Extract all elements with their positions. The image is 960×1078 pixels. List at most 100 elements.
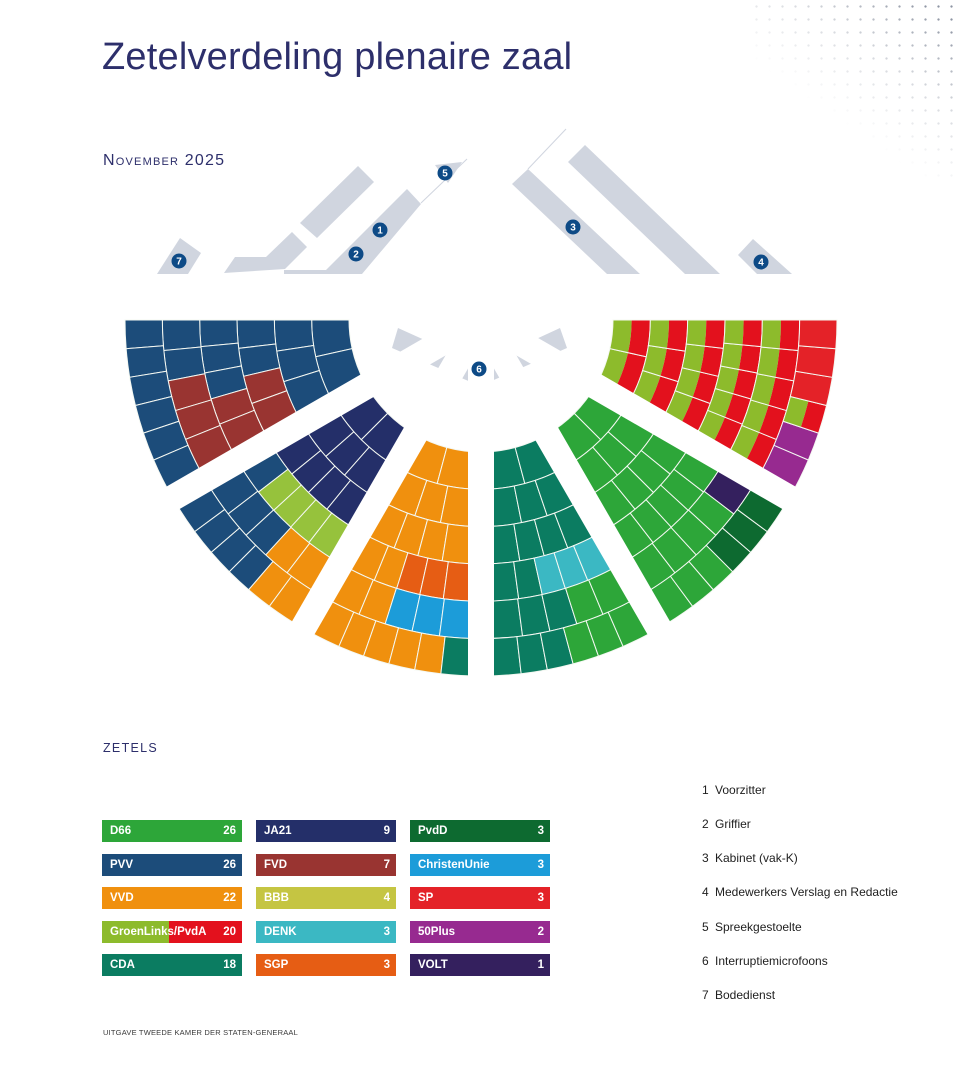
badge-voorzitter: 1 [372,222,388,238]
presidium-desk [322,189,421,274]
party-name: CDA [110,959,135,971]
svg-text:7: 7 [176,257,182,268]
seat-half [720,343,743,370]
seat [236,319,277,349]
party-name: VVD [110,892,134,904]
publisher-footer: UITGAVE TWEEDE KAMER DER STATEN-GENERAAL [103,1028,298,1037]
legend-title: ZETELS [103,741,159,755]
seat [161,319,202,352]
key-number: 2 [702,817,709,832]
aisle [148,308,488,520]
party-name: PvdD [418,825,448,837]
legend-item-denk: DENK 3 [256,920,396,943]
seat-count: 3 [383,925,390,938]
key-item-interruptiemicrofoons: 6 Interruptiemicrofoons [702,954,898,988]
seat-half [757,346,780,378]
seat-count: 20 [223,925,236,938]
key-label: Griffier [715,817,751,832]
party-name: VOLT [418,959,448,971]
key-number: 7 [702,987,709,1002]
badge-interruptiemicrofoons: 6 [471,361,487,377]
seat-half [692,372,719,404]
seat-count: 18 [223,959,236,971]
seat [798,319,838,350]
seat-half [800,401,827,434]
key-label: Bodedienst [715,987,776,1002]
key-label: Spreekgestoelte [715,919,802,934]
floorplan-badges: 1 2 3 4 5 6 7 [171,165,769,377]
svg-text:6: 6 [476,365,482,376]
party-name: 50Plus [418,925,456,938]
seat-count: 4 [383,892,390,904]
legend-item-sgp: SGP 3 [256,954,396,976]
key-number: 5 [702,919,709,934]
badge-spreekgestoelte: 5 [437,165,453,181]
legend-item-fvd: FVD 7 [256,853,396,876]
seat-half [648,320,669,349]
svg-text:4: 4 [758,258,764,269]
seat-count: 26 [223,858,236,871]
seat-count: 26 [223,825,236,837]
seat [794,345,837,378]
lower-strip [284,270,326,274]
seat-count: 9 [383,825,390,837]
legend-item-groenlinks-pvda: GroenLinks/PvdA 20 [102,920,242,943]
date-subtitle: November 2025 [103,152,226,169]
aisle [281,313,493,653]
party-name: SP [418,892,434,904]
party-name: PVV [110,858,134,871]
svg-text:2: 2 [353,250,359,261]
key-number: 4 [702,885,709,900]
key-item-bodedienst: 7 Bodedienst [702,988,898,1022]
decorative-dot-pattern [750,0,960,185]
badge-kabinet: 3 [565,219,581,235]
seat-half [738,344,762,374]
key-item-verslag-redactie: 4 Medewerkers Verslag en Redactie [702,885,898,919]
legend-item-pvv: PVV 26 [102,853,242,876]
seat-count: 1 [537,959,544,971]
legend-item-d66: D66 26 [102,820,242,842]
seat-half [775,348,799,381]
svg-text:5: 5 [442,169,448,180]
seat-half [725,393,752,425]
key-number: 6 [702,953,709,968]
aisles [148,308,814,696]
badge-griffier: 2 [348,246,364,262]
seat-half [761,320,781,349]
seat-half [750,373,776,406]
svg-text:1: 1 [377,226,383,237]
seat-half [682,344,705,373]
seat-count: 3 [537,858,544,871]
key-number: 3 [702,851,709,866]
seat [124,319,164,350]
key-item-voorzitter: 1 Voorzitter [702,783,898,817]
aisle [469,313,681,653]
key-number: 1 [702,783,709,797]
legend-item-pvdd: PvdD 3 [410,820,550,842]
seat-half [704,320,725,349]
seat-half [660,348,686,382]
seat-half [779,320,800,351]
seat-half [715,365,739,394]
party-name: FVD [264,858,287,871]
badge-verslag-redactie: 4 [753,254,769,270]
party-name: BBB [264,892,289,904]
seat-half [628,320,651,357]
legend-item-christenunie: ChristenUnie 3 [410,853,550,876]
key-item-griffier: 2 Griffier [702,817,898,851]
legend-item-50plus: 50Plus 2 [410,920,550,943]
lower-left-desk [224,232,307,273]
key-item-kabinet: 3 Kabinet (vak-K) [702,851,898,885]
key-label: Voorzitter [715,783,766,797]
party-name: ChristenUnie [418,858,490,871]
seat-block-1 [124,319,368,499]
seat-half [700,346,724,377]
seat-half [666,320,688,352]
legend-item-ja21: JA21 9 [256,820,396,842]
legend-item-volt: VOLT 1 [410,954,550,976]
seat-half [642,345,667,377]
key-item-spreekgestoelte: 5 Spreekgestoelte [702,920,898,954]
legend-item-vvd: VVD 22 [102,887,242,909]
key-label: Kabinet (vak-K) [715,851,798,866]
plenary-hall-diagram: 1 2 3 4 5 6 7 [124,128,838,696]
